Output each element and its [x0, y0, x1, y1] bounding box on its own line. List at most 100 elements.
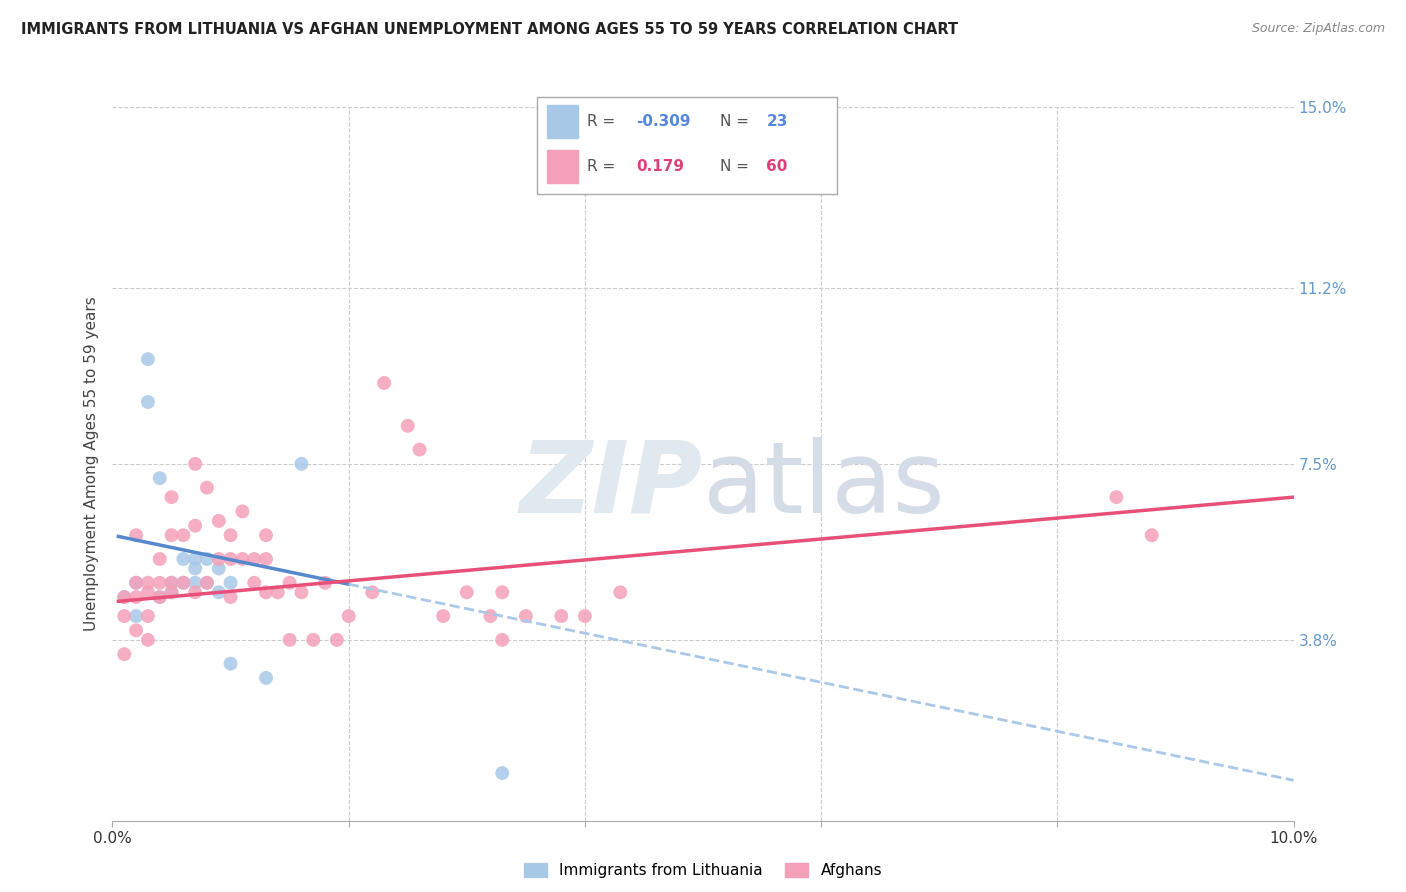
Point	[1105, 490, 1128, 504]
FancyBboxPatch shape	[537, 96, 838, 194]
Point	[302, 632, 325, 647]
Point	[515, 609, 537, 624]
Point	[125, 624, 148, 638]
Point	[278, 632, 301, 647]
Point	[160, 585, 183, 599]
Point	[149, 575, 172, 590]
Bar	[547, 105, 578, 137]
Point	[219, 590, 242, 604]
Point	[172, 575, 194, 590]
Text: ZIP: ZIP	[520, 437, 703, 533]
Text: 23: 23	[766, 114, 787, 128]
Point	[208, 561, 231, 575]
Point	[184, 561, 207, 575]
Point	[574, 609, 596, 624]
Point	[208, 585, 231, 599]
Point	[243, 552, 266, 566]
Point	[112, 609, 135, 624]
Point	[136, 575, 159, 590]
Point	[396, 418, 419, 433]
Point	[550, 609, 572, 624]
Point	[491, 766, 513, 780]
Point	[208, 514, 231, 528]
Point	[184, 575, 207, 590]
Text: R =: R =	[586, 114, 614, 128]
Point	[479, 609, 502, 624]
Point	[160, 490, 183, 504]
Point	[184, 552, 207, 566]
Text: N =: N =	[720, 159, 749, 174]
Point	[254, 552, 277, 566]
Point	[1140, 528, 1163, 542]
Point	[125, 609, 148, 624]
Point	[254, 585, 277, 599]
Point	[432, 609, 454, 624]
Text: 0.179: 0.179	[637, 159, 685, 174]
Point	[149, 471, 172, 485]
Point	[373, 376, 395, 390]
Point	[112, 590, 135, 604]
Point	[195, 575, 218, 590]
Point	[243, 575, 266, 590]
Text: N =: N =	[720, 114, 749, 128]
Point	[112, 647, 135, 661]
Text: IMMIGRANTS FROM LITHUANIA VS AFGHAN UNEMPLOYMENT AMONG AGES 55 TO 59 YEARS CORRE: IMMIGRANTS FROM LITHUANIA VS AFGHAN UNEM…	[21, 22, 959, 37]
Bar	[547, 150, 578, 183]
Point	[208, 552, 231, 566]
Point	[314, 575, 336, 590]
Point	[219, 575, 242, 590]
Point	[149, 590, 172, 604]
Point	[125, 575, 148, 590]
Point	[136, 352, 159, 367]
Text: Source: ZipAtlas.com: Source: ZipAtlas.com	[1251, 22, 1385, 36]
Point	[254, 671, 277, 685]
Point	[219, 657, 242, 671]
Point	[112, 590, 135, 604]
Text: R =: R =	[586, 159, 614, 174]
Point	[219, 528, 242, 542]
Point	[125, 528, 148, 542]
Point	[172, 552, 194, 566]
Point	[136, 395, 159, 409]
Text: 60: 60	[766, 159, 787, 174]
Point	[491, 632, 513, 647]
Point	[337, 609, 360, 624]
Point	[195, 481, 218, 495]
Point	[125, 575, 148, 590]
Point	[136, 585, 159, 599]
Point	[195, 575, 218, 590]
Point	[149, 552, 172, 566]
Point	[609, 585, 631, 599]
Point	[136, 609, 159, 624]
Point	[184, 457, 207, 471]
Point	[160, 528, 183, 542]
Text: atlas: atlas	[703, 437, 945, 533]
Point	[184, 518, 207, 533]
Point	[125, 590, 148, 604]
Point	[361, 585, 384, 599]
Point	[231, 552, 253, 566]
Y-axis label: Unemployment Among Ages 55 to 59 years: Unemployment Among Ages 55 to 59 years	[83, 296, 98, 632]
Point	[160, 575, 183, 590]
Point	[254, 528, 277, 542]
Point	[136, 632, 159, 647]
Point	[219, 552, 242, 566]
Point	[160, 585, 183, 599]
Point	[195, 552, 218, 566]
Point	[149, 590, 172, 604]
Point	[456, 585, 478, 599]
Point	[290, 457, 312, 471]
Legend: Immigrants from Lithuania, Afghans: Immigrants from Lithuania, Afghans	[517, 857, 889, 884]
Point	[326, 632, 349, 647]
Point	[231, 504, 253, 518]
Point	[278, 575, 301, 590]
Point	[172, 528, 194, 542]
Text: -0.309: -0.309	[637, 114, 690, 128]
Point	[290, 585, 312, 599]
Point	[491, 585, 513, 599]
Point	[408, 442, 430, 457]
Point	[184, 585, 207, 599]
Point	[172, 575, 194, 590]
Point	[160, 575, 183, 590]
Point	[267, 585, 290, 599]
